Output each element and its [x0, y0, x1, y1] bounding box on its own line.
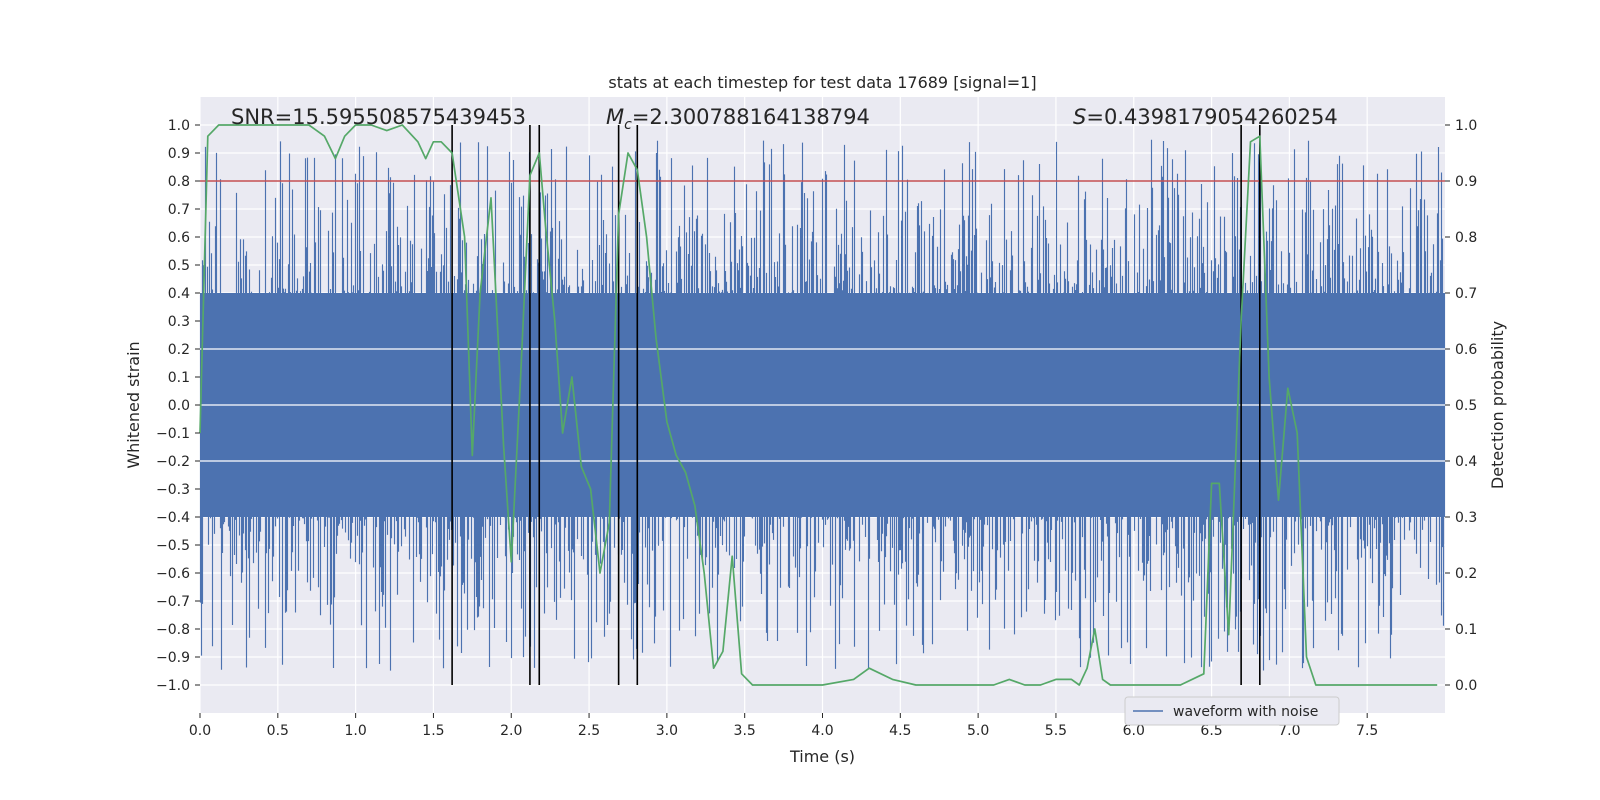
- x-tick-label: 3.5: [734, 723, 756, 739]
- y-tick-label: −0.2: [156, 454, 190, 470]
- y2-tick-label: 0.0: [1455, 678, 1477, 694]
- y2-tick-label: 0.5: [1455, 398, 1477, 414]
- x-tick-label: 4.5: [889, 723, 911, 739]
- x-tick-label: 5.5: [1045, 723, 1067, 739]
- y2-tick-label: 0.9: [1455, 174, 1477, 190]
- y-tick-label: −0.4: [156, 510, 190, 526]
- y2-axis-label: Detection probability: [1488, 321, 1507, 489]
- snr-annotation: SNR=15.595508575439453: [231, 105, 526, 129]
- y-tick-label: 0.5: [168, 258, 190, 274]
- x-tick-label: 4.0: [811, 723, 833, 739]
- chirp-mass-value: =2.300788164138794: [632, 105, 870, 129]
- y-tick-label: −0.7: [156, 594, 190, 610]
- x-tick-label: 0.0: [189, 723, 211, 739]
- legend-label: waveform with noise: [1173, 704, 1318, 720]
- y2-tick-label: 0.8: [1455, 230, 1477, 246]
- chirp-mass-subscript: c: [624, 117, 632, 133]
- s-symbol: S: [1073, 105, 1086, 129]
- x-tick-label: 1.0: [344, 723, 366, 739]
- chirp-mass-annotation: Mc=2.300788164138794: [606, 105, 870, 133]
- y2-tick-label: 0.1: [1455, 622, 1477, 638]
- probability-series: [199, 124, 1438, 686]
- y-tick-label: 0.2: [168, 342, 190, 358]
- y-tick-label: −0.9: [156, 650, 190, 666]
- vertical-lines-layer: [451, 125, 1261, 685]
- y2-tick-label: 0.2: [1455, 566, 1477, 582]
- y-tick-label: 0.3: [168, 314, 190, 330]
- probability-layer: [199, 124, 1438, 686]
- y-tick-label: 0.1: [168, 370, 190, 386]
- x-tick-label: 6.5: [1200, 723, 1222, 739]
- x-tick-label: 0.5: [267, 723, 289, 739]
- y-tick-label: 0.7: [168, 202, 190, 218]
- chart-title: stats at each timestep for test data 176…: [608, 73, 1036, 92]
- x-axis-label: Time (s): [789, 747, 855, 766]
- x-tick-label: 3.0: [656, 723, 678, 739]
- x-tick-label: 1.5: [422, 723, 444, 739]
- y-tick-label: −1.0: [156, 678, 190, 694]
- s-value: =0.4398179054260254: [1086, 105, 1337, 129]
- x-tick-label: 7.0: [1278, 723, 1300, 739]
- y-axis-label: Whitened strain: [124, 341, 143, 468]
- legend: waveform with noise: [1124, 696, 1340, 726]
- y2-tick-label: 0.4: [1455, 454, 1477, 470]
- y-tick-label: −0.6: [156, 566, 190, 582]
- y2-tick-label: 0.6: [1455, 342, 1477, 358]
- chirp-mass-symbol: M: [606, 105, 624, 129]
- s-annotation: S=0.4398179054260254: [1073, 105, 1338, 129]
- y2-tick-label: 0.3: [1455, 510, 1477, 526]
- legend-box: [1124, 696, 1340, 726]
- y-tick-label: −0.1: [156, 426, 190, 442]
- x-tick-label: 2.0: [500, 723, 522, 739]
- y-tick-label: −0.5: [156, 538, 190, 554]
- y-tick-label: 0.9: [168, 146, 190, 162]
- x-tick-label: 2.5: [578, 723, 600, 739]
- axis-layer: 0.0 0.5 1.0 1.5 2.0 2.5 3.0 3.5 4.0 4.5 5.0 5.5 6.0 6…: [156, 118, 1477, 739]
- y-tick-label: 0.0: [168, 398, 190, 414]
- x-tick-label: 5.0: [967, 723, 989, 739]
- y-tick-label: −0.8: [156, 622, 190, 638]
- y-tick-label: 1.0: [168, 118, 190, 134]
- y2-tick-label: 0.7: [1455, 286, 1477, 302]
- y-tick-label: 0.6: [168, 230, 190, 246]
- y2-tick-label: 1.0: [1455, 118, 1477, 134]
- y-tick-label: −0.3: [156, 482, 190, 498]
- x-tick-label: 6.0: [1123, 723, 1145, 739]
- y-tick-label: 0.4: [168, 286, 190, 302]
- y-tick-label: 0.8: [168, 174, 190, 190]
- x-tick-label: 7.5: [1356, 723, 1378, 739]
